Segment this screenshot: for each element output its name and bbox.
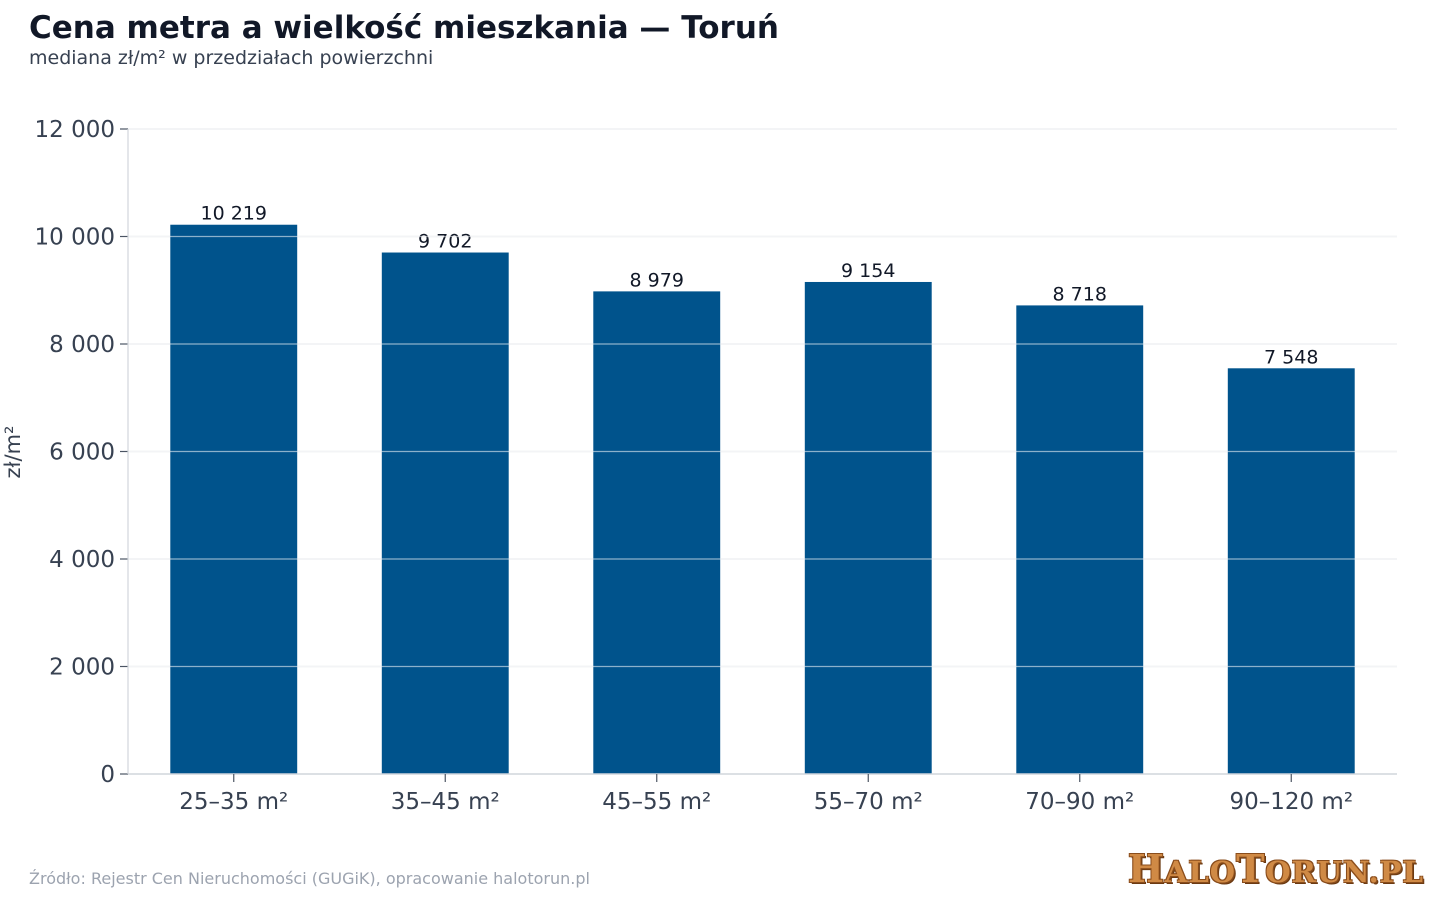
bar [593,291,721,774]
gridlines [128,128,1397,668]
y-tick-label: 12 000 [35,117,115,143]
x-tick-label: 90–120 m² [1229,789,1353,815]
bar-value-label: 9 154 [841,260,895,282]
y-tick-label: 10 000 [35,225,115,251]
source-note: Źródło: Rejestr Cen Nieruchomości (GUGiK… [29,869,590,888]
axes: 0 2 000 4 000 6 000 8 000 10 000 12 000 25–35 m… [35,117,1397,815]
bar-value-label: 8 718 [1053,283,1107,305]
x-tick-label: 70–90 m² [1025,789,1134,815]
y-tick-label: 2 000 [49,655,115,681]
bar [381,252,509,774]
bar [804,281,932,774]
x-tick-label: 35–45 m² [391,789,500,815]
bar [170,224,298,774]
bar [1227,368,1355,774]
x-tick-label: 25–35 m² [179,789,288,815]
x-tick-label: 45–55 m² [602,789,711,815]
x-tick-label: 55–70 m² [814,789,923,815]
chart-title: Cena metra a wielkość mieszkania — Toruń [29,10,779,46]
y-tick-label: 8 000 [49,332,115,358]
y-axis-label: zł/m² [1,426,25,479]
bar-value-label: 9 702 [418,231,472,253]
chart-subtitle: mediana zł/m² w przedziałach powierzchni [29,47,434,69]
halotorun-logo: HALOTORUN.PL [1128,846,1424,891]
bar [1016,305,1144,774]
y-tick-label: 0 [100,762,115,788]
bars: 10 219 9 702 8 979 9 154 8 718 7 548 [128,128,1397,774]
bar-value-label: 10 219 [201,203,267,225]
y-tick-label: 6 000 [49,440,115,466]
bar-value-label: 8 979 [630,269,684,291]
y-tick-label: 4 000 [49,547,115,573]
bar-value-label: 7 548 [1264,346,1318,368]
